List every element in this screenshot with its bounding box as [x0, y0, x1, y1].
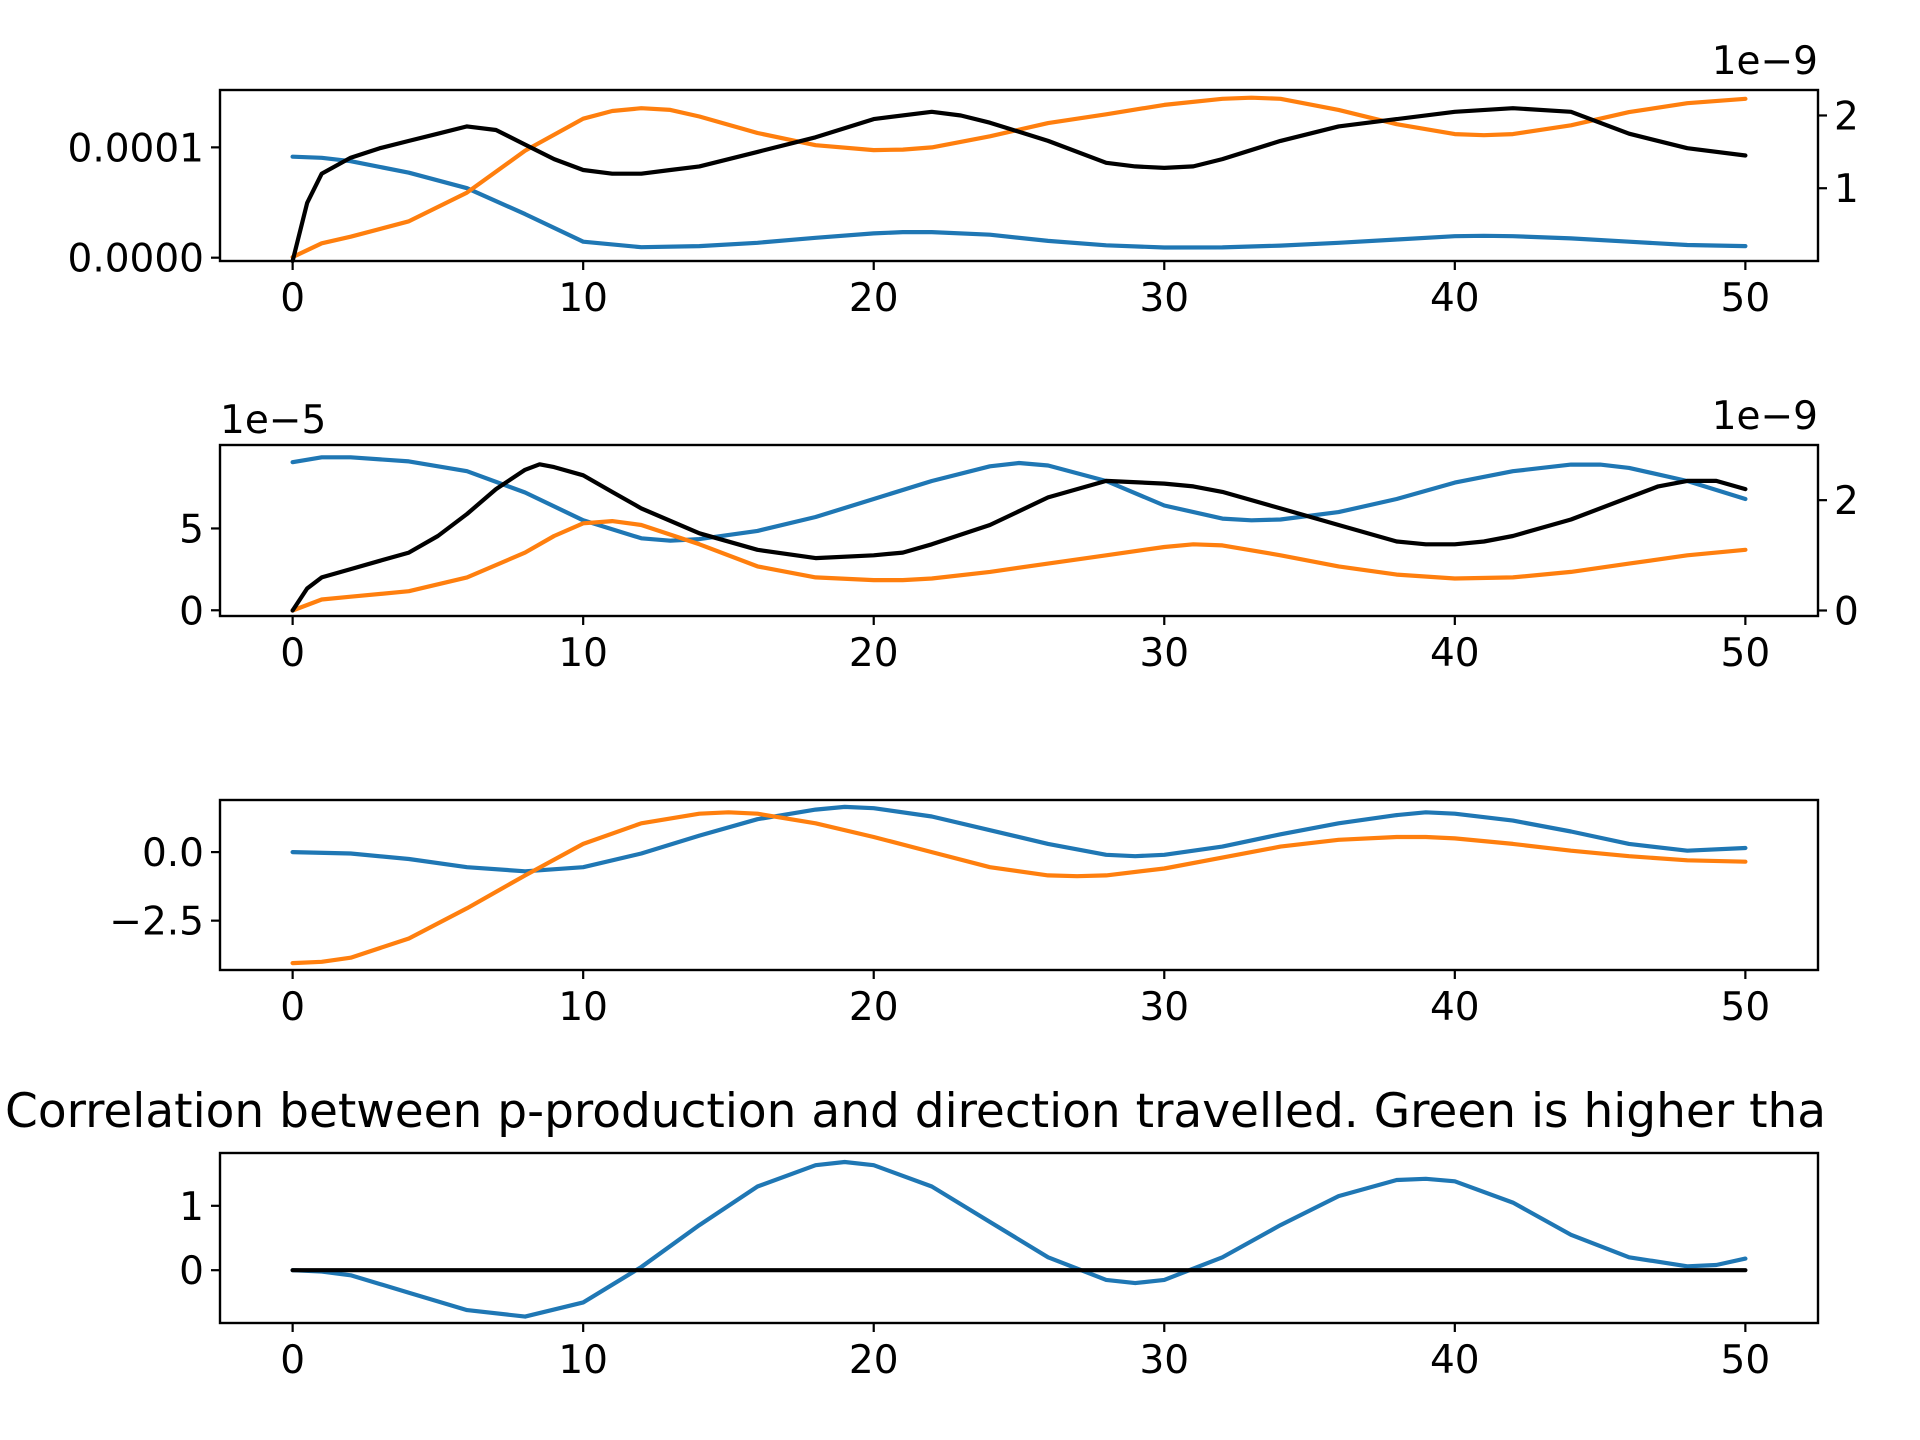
series-line-blue [290, 1159, 1748, 1319]
x-tick-label: 20 [849, 276, 899, 321]
x-tick-label: 20 [849, 1338, 899, 1383]
series-line-blue [290, 154, 1748, 250]
y-right-offset-label: 1e−9 [1712, 394, 1818, 439]
x-tick-label: 30 [1139, 276, 1189, 321]
y-left-tick-label: −2.5 [109, 900, 204, 945]
y-right-tick-label: 0 [1834, 589, 1859, 634]
x-tick-label: 20 [849, 985, 899, 1030]
series-line-black [290, 106, 1748, 264]
x-tick-label: 0 [280, 276, 305, 321]
x-tick-label: 30 [1139, 1338, 1189, 1383]
chart-panel-3: 0 10 20 30 40 50 −2.5 0.0 [109, 798, 1820, 1030]
x-tick-label: 40 [1430, 985, 1480, 1030]
axes-frame [218, 88, 1820, 263]
y-left-tick-label: 0 [179, 1249, 204, 1294]
x-tick-label: 10 [558, 1338, 608, 1383]
y-right-offset-label: 1e−9 [1712, 39, 1818, 84]
axes-frame [218, 1151, 1820, 1325]
chart-panel-1: 0 10 20 30 40 50 0.0000 0.0001 1 2 1e−9 [68, 39, 1859, 321]
y-left-tick-label: 0.0001 [68, 126, 204, 171]
x-tick-label: 0 [280, 631, 305, 676]
x-tick-label: 0 [280, 985, 305, 1030]
series-line-blue [290, 455, 1748, 543]
x-tick-label: 10 [558, 276, 608, 321]
figure-title: Correlation between p-production and dir… [5, 1084, 1826, 1139]
x-tick-label: 40 [1430, 276, 1480, 321]
x-tick-label: 30 [1139, 631, 1189, 676]
x-tick-label: 50 [1721, 631, 1771, 676]
chart-panel-4: 0 10 20 30 40 50 0 1 [179, 1151, 1820, 1383]
x-tick-label: 0 [280, 1338, 305, 1383]
x-tick-label: 20 [849, 631, 899, 676]
y-left-tick-label: 0.0 [142, 831, 204, 876]
y-right-tick-label: 2 [1834, 94, 1859, 139]
series-line-black [290, 462, 1748, 613]
x-tick-label: 10 [558, 631, 608, 676]
x-tick-label: 10 [558, 985, 608, 1030]
y-left-tick-label: 0 [179, 589, 204, 634]
y-left-tick-label: 1 [179, 1185, 204, 1230]
y-left-offset-label: 1e−5 [220, 398, 326, 443]
axes-frame [218, 798, 1820, 972]
series-line-orange [290, 810, 1748, 966]
x-tick-label: 40 [1430, 631, 1480, 676]
x-tick-label: 50 [1721, 985, 1771, 1030]
x-tick-label: 50 [1721, 1338, 1771, 1383]
y-left-tick-label: 0.0000 [68, 237, 204, 282]
chart-panel-2: 0 10 20 30 40 50 0 5 1e−5 0 2 1e−9 [179, 394, 1859, 676]
x-tick-label: 40 [1430, 1338, 1480, 1383]
y-right-tick-label: 2 [1834, 479, 1859, 524]
series-line-blue [290, 804, 1748, 874]
series-line-orange [290, 95, 1748, 260]
x-tick-label: 30 [1139, 985, 1189, 1030]
y-left-tick-label: 5 [179, 507, 204, 552]
axes-frame [218, 443, 1820, 618]
x-tick-label: 50 [1721, 276, 1771, 321]
y-right-tick-label: 1 [1834, 167, 1859, 212]
series-line-orange [290, 518, 1748, 613]
